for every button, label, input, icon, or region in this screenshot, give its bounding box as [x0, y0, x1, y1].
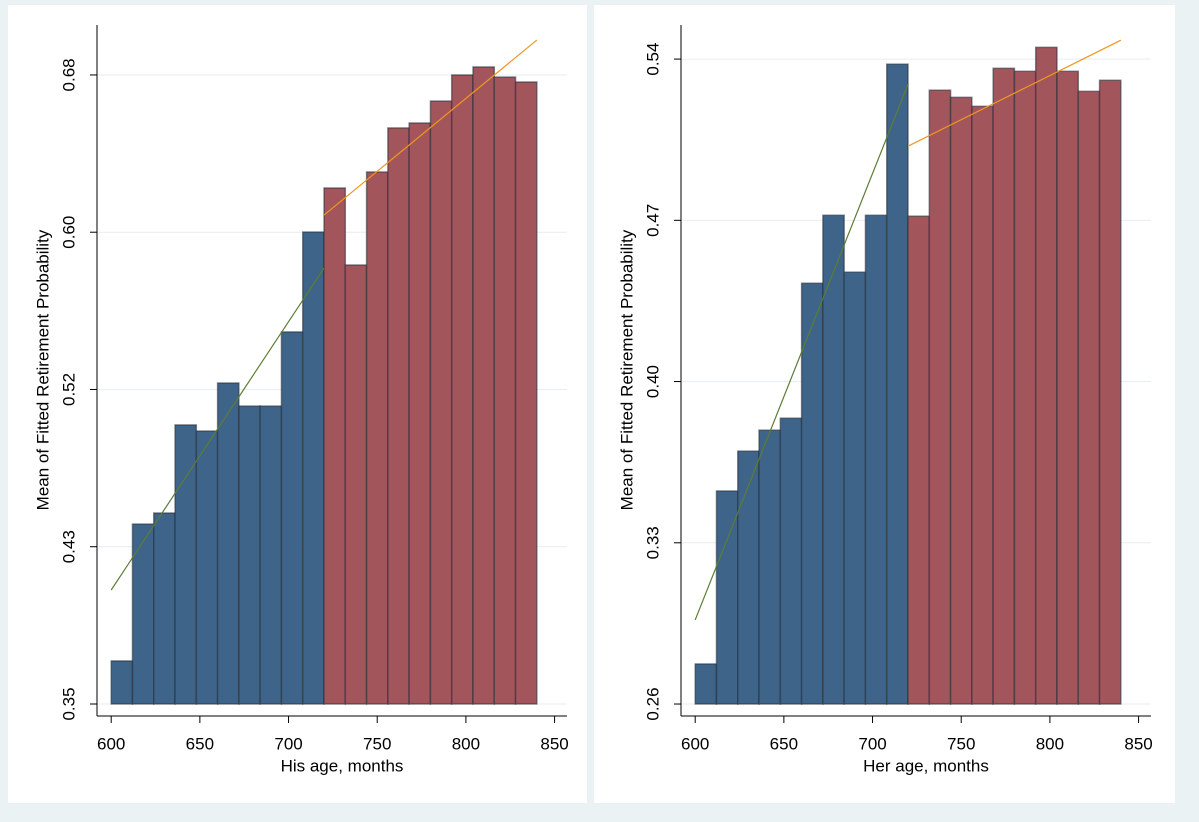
fit-line — [694, 83, 909, 621]
bar — [344, 264, 368, 705]
x-tick-label: 650 — [186, 734, 214, 753]
y-tick-label: 0.40 — [643, 365, 662, 398]
x-tick-label: 600 — [97, 734, 125, 753]
bar — [1034, 46, 1058, 705]
bar — [365, 171, 389, 705]
x-tick-label: 700 — [274, 734, 302, 753]
bar — [758, 429, 782, 705]
bar — [843, 271, 867, 705]
fit-line — [907, 39, 1122, 147]
bar — [153, 512, 176, 705]
y-tick-label: 0.35 — [59, 687, 78, 720]
bar — [949, 96, 973, 705]
bar — [450, 74, 474, 705]
y-tick-label: 0.52 — [59, 373, 78, 406]
x-tick-label: 650 — [770, 734, 798, 753]
x-tick-label: 600 — [681, 734, 709, 753]
bar — [514, 81, 538, 705]
bar — [110, 660, 134, 705]
bar — [280, 331, 304, 705]
bar — [238, 405, 261, 705]
y-tick-label: 0.68 — [59, 58, 78, 91]
y-axis-title: Mean of Fitted Retirement Probability — [33, 229, 52, 510]
y-tick-label: 0.33 — [643, 526, 662, 559]
fit-line — [110, 267, 325, 591]
x-axis-title: Her age, months — [863, 756, 989, 775]
bar — [408, 122, 432, 705]
y-tick-label: 0.47 — [643, 204, 662, 237]
x-axis-title: His age, months — [281, 756, 404, 775]
bar — [1056, 70, 1080, 705]
bar — [1077, 90, 1101, 705]
bar — [800, 282, 824, 705]
bar — [387, 127, 410, 705]
y-tick-label: 0.43 — [59, 530, 78, 563]
bar — [737, 450, 760, 705]
y-tick-label: 0.26 — [643, 687, 662, 720]
x-tick-label: 750 — [947, 734, 975, 753]
bar — [779, 417, 803, 705]
x-tick-label: 800 — [452, 734, 480, 753]
bar — [216, 382, 240, 705]
x-tick-label: 700 — [858, 734, 886, 753]
bar — [131, 523, 155, 705]
x-tick-label: 750 — [363, 734, 391, 753]
bar — [493, 76, 517, 705]
bar — [259, 405, 283, 705]
bar — [864, 214, 888, 705]
x-tick-label: 800 — [1036, 734, 1064, 753]
x-tick-label: 850 — [540, 734, 568, 753]
y-axis-title: Mean of Fitted Retirement Probability — [617, 229, 636, 510]
bar — [715, 490, 739, 705]
fit-line — [323, 39, 538, 216]
bar — [472, 66, 496, 705]
bar — [429, 100, 453, 705]
bar — [694, 663, 718, 705]
bar — [1013, 70, 1037, 705]
bar — [822, 214, 845, 705]
y-tick-label: 0.60 — [59, 216, 78, 249]
bar — [301, 231, 325, 705]
bar — [992, 67, 1016, 705]
bar — [885, 63, 909, 705]
x-tick-label: 850 — [1124, 734, 1152, 753]
bar — [1098, 79, 1122, 705]
bar — [928, 89, 952, 705]
bar — [907, 215, 931, 705]
bar — [195, 430, 219, 705]
bar — [323, 187, 347, 705]
y-tick-label: 0.54 — [643, 43, 662, 76]
bar — [971, 105, 994, 705]
